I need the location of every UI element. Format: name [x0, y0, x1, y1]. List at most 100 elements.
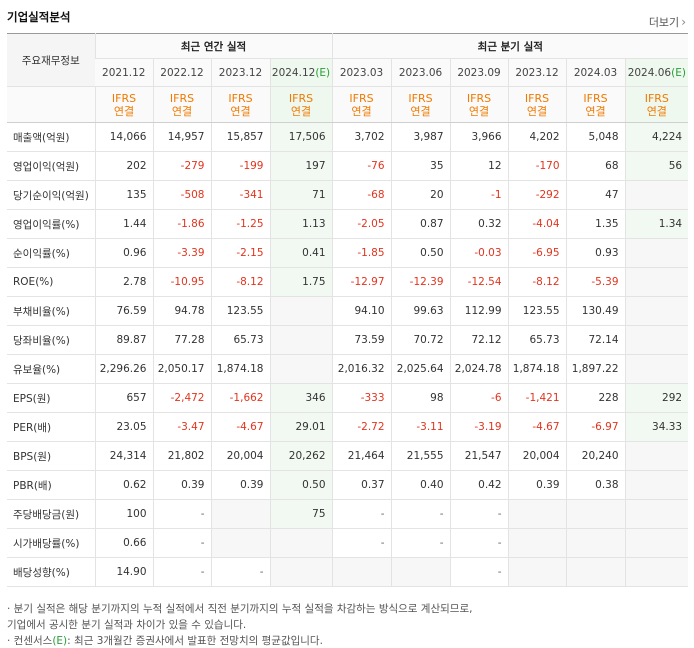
- table-cell: -6.97: [565, 412, 626, 442]
- table-cell: 0.66: [94, 528, 153, 558]
- table-row: 영업이익률(%) 1.44 -1.86 -1.25 1.13 -2.05 0.87 0.32-…: [7, 209, 689, 239]
- table-cell: 0.42: [449, 470, 509, 500]
- ifrs-label: IFRS: [169, 91, 195, 105]
- table-cell: 2,025.64: [390, 354, 451, 384]
- table-cell: [565, 499, 626, 529]
- row-label: 순이익률(%): [7, 238, 95, 268]
- table-cell: 70.72: [390, 325, 451, 355]
- table-cell: [624, 325, 689, 355]
- financial-table: 주요재무정보 최근 연간 실적 최근 분기 실적 2021.12 2022.12 2…: [7, 33, 689, 587]
- ifrs-cell: IFRS 연결: [507, 86, 567, 123]
- period-date: 2024.06: [627, 66, 672, 79]
- table-cell: -: [152, 557, 211, 587]
- row-label: PBR(배): [7, 470, 95, 500]
- table-cell: 89.87: [94, 325, 153, 355]
- table-cell: 21,464: [331, 441, 392, 471]
- table-cell: [624, 296, 689, 326]
- table-cell: 15,857: [210, 122, 270, 152]
- ifrs-label: IFRS: [583, 91, 608, 105]
- ifrs-cell: IFRS 연결: [624, 86, 689, 123]
- table-cell: 1,874.18: [210, 354, 270, 384]
- table-cell: [624, 499, 689, 529]
- table-cell: 34.33: [624, 412, 689, 442]
- table-cell: [565, 557, 626, 587]
- table-cell: [624, 557, 689, 587]
- consolidated-label: 연결: [351, 104, 372, 118]
- period-header: 2023.03: [331, 58, 392, 87]
- annual-group-header: 최근 연간 실적: [94, 33, 333, 59]
- table-cell: -8.12: [210, 267, 270, 297]
- table-cell: 12: [449, 151, 509, 181]
- footnotes: · 분기 실적은 해당 분기까지의 누적 실적에서 직전 분기까지의 누적 실적…: [7, 601, 472, 648]
- table-cell: [507, 499, 567, 529]
- table-cell: 56: [624, 151, 689, 181]
- consolidated-label: 연결: [113, 104, 135, 118]
- table-cell: 0.38: [565, 470, 626, 500]
- table-cell: 100: [94, 499, 153, 529]
- table-cell: -4.67: [507, 412, 567, 442]
- footnote-2: 기업에서 공시한 분기 실적과 차이가 있을 수 있습니다.: [7, 619, 247, 631]
- row-label: 당기순이익(억원): [7, 180, 95, 210]
- table-row: 부채비율(%) 76.59 94.78 123.55 94.10 99.63 112.99 1…: [7, 296, 689, 326]
- table-cell: [269, 557, 333, 587]
- ifrs-label: IFRS: [228, 91, 253, 105]
- table-cell: 0.41: [269, 238, 333, 268]
- table-cell: [624, 470, 689, 500]
- period-date: 2023.12: [515, 66, 559, 79]
- period-header: 2023.09: [449, 58, 509, 87]
- table-cell: 4,202: [507, 122, 567, 152]
- table-cell: -8.12: [507, 267, 567, 297]
- period-header: 2023.12: [507, 58, 567, 87]
- table-cell: -333: [331, 383, 392, 413]
- table-cell: -1.25: [210, 209, 270, 239]
- more-link[interactable]: 더보기 ›: [649, 14, 686, 30]
- table-cell: 2,024.78: [449, 354, 509, 384]
- period-header: 2021.12: [95, 58, 153, 87]
- period-header: 2024.12(E): [269, 58, 333, 87]
- table-cell: -12.54: [449, 267, 509, 297]
- table-cell: 24,314: [94, 441, 153, 471]
- ifrs-label: IFRS: [644, 91, 669, 105]
- table-cell: [507, 557, 567, 587]
- table-cell: [269, 325, 333, 355]
- table-cell: -2.15: [210, 238, 270, 268]
- row-label: 주당배당금(원): [7, 499, 95, 529]
- table-cell: 1,897.22: [565, 354, 626, 384]
- table-cell: -2.72: [331, 412, 392, 442]
- consolidated-label: 연결: [646, 104, 667, 118]
- table-row: 영업이익(억원) 202 -279 -199 197 -76 35 12 -170 68 56: [7, 151, 689, 181]
- footnote-1: · 분기 실적은 해당 분기까지의 누적 실적에서 직전 분기까지의 누적 실적…: [7, 603, 473, 615]
- table-cell: [269, 528, 333, 558]
- table-cell: [269, 296, 333, 326]
- footnote-3: · 컨센서스(E): 최근 3개월간 증권사에서 발표한 전망치의 평균값입니다…: [7, 633, 472, 648]
- table-cell: -: [152, 499, 211, 529]
- table-cell: -508: [152, 180, 211, 210]
- ifrs-cell: IFRS 연결: [152, 86, 211, 123]
- table-cell: -: [390, 499, 451, 529]
- table-cell: 0.37: [331, 470, 392, 500]
- table-cell: -199: [210, 151, 270, 181]
- table-cell: 1.13: [269, 209, 333, 239]
- table-cell: -2.05: [331, 209, 392, 239]
- table-cell: 3,702: [331, 122, 392, 152]
- table-row: 당좌비율(%) 89.87 77.28 65.73 73.59 70.72 72.12 65.…: [7, 325, 689, 355]
- table-cell: 47: [565, 180, 626, 210]
- table-cell: -10.95: [152, 267, 211, 297]
- table-cell: -279: [152, 151, 211, 181]
- period-header: 2024.06(E): [624, 58, 689, 87]
- table-cell: 77.28: [152, 325, 211, 355]
- row-label: 영업이익률(%): [7, 209, 95, 239]
- ifrs-label: IFRS: [466, 91, 492, 105]
- table-cell: 2,296.26: [94, 354, 153, 384]
- table-cell: 0.39: [507, 470, 567, 500]
- row-label: 배당성향(%): [7, 557, 95, 587]
- table-cell: -76: [331, 151, 392, 181]
- row-label: EPS(원): [7, 383, 95, 413]
- table-cell: 346: [269, 383, 333, 413]
- table-cell: 1.34: [624, 209, 689, 239]
- table-cell: 4,224: [624, 122, 689, 152]
- table-cell: -341: [210, 180, 270, 210]
- table-cell: -170: [507, 151, 567, 181]
- table-cell: 130.49: [565, 296, 626, 326]
- table-cell: 20: [390, 180, 451, 210]
